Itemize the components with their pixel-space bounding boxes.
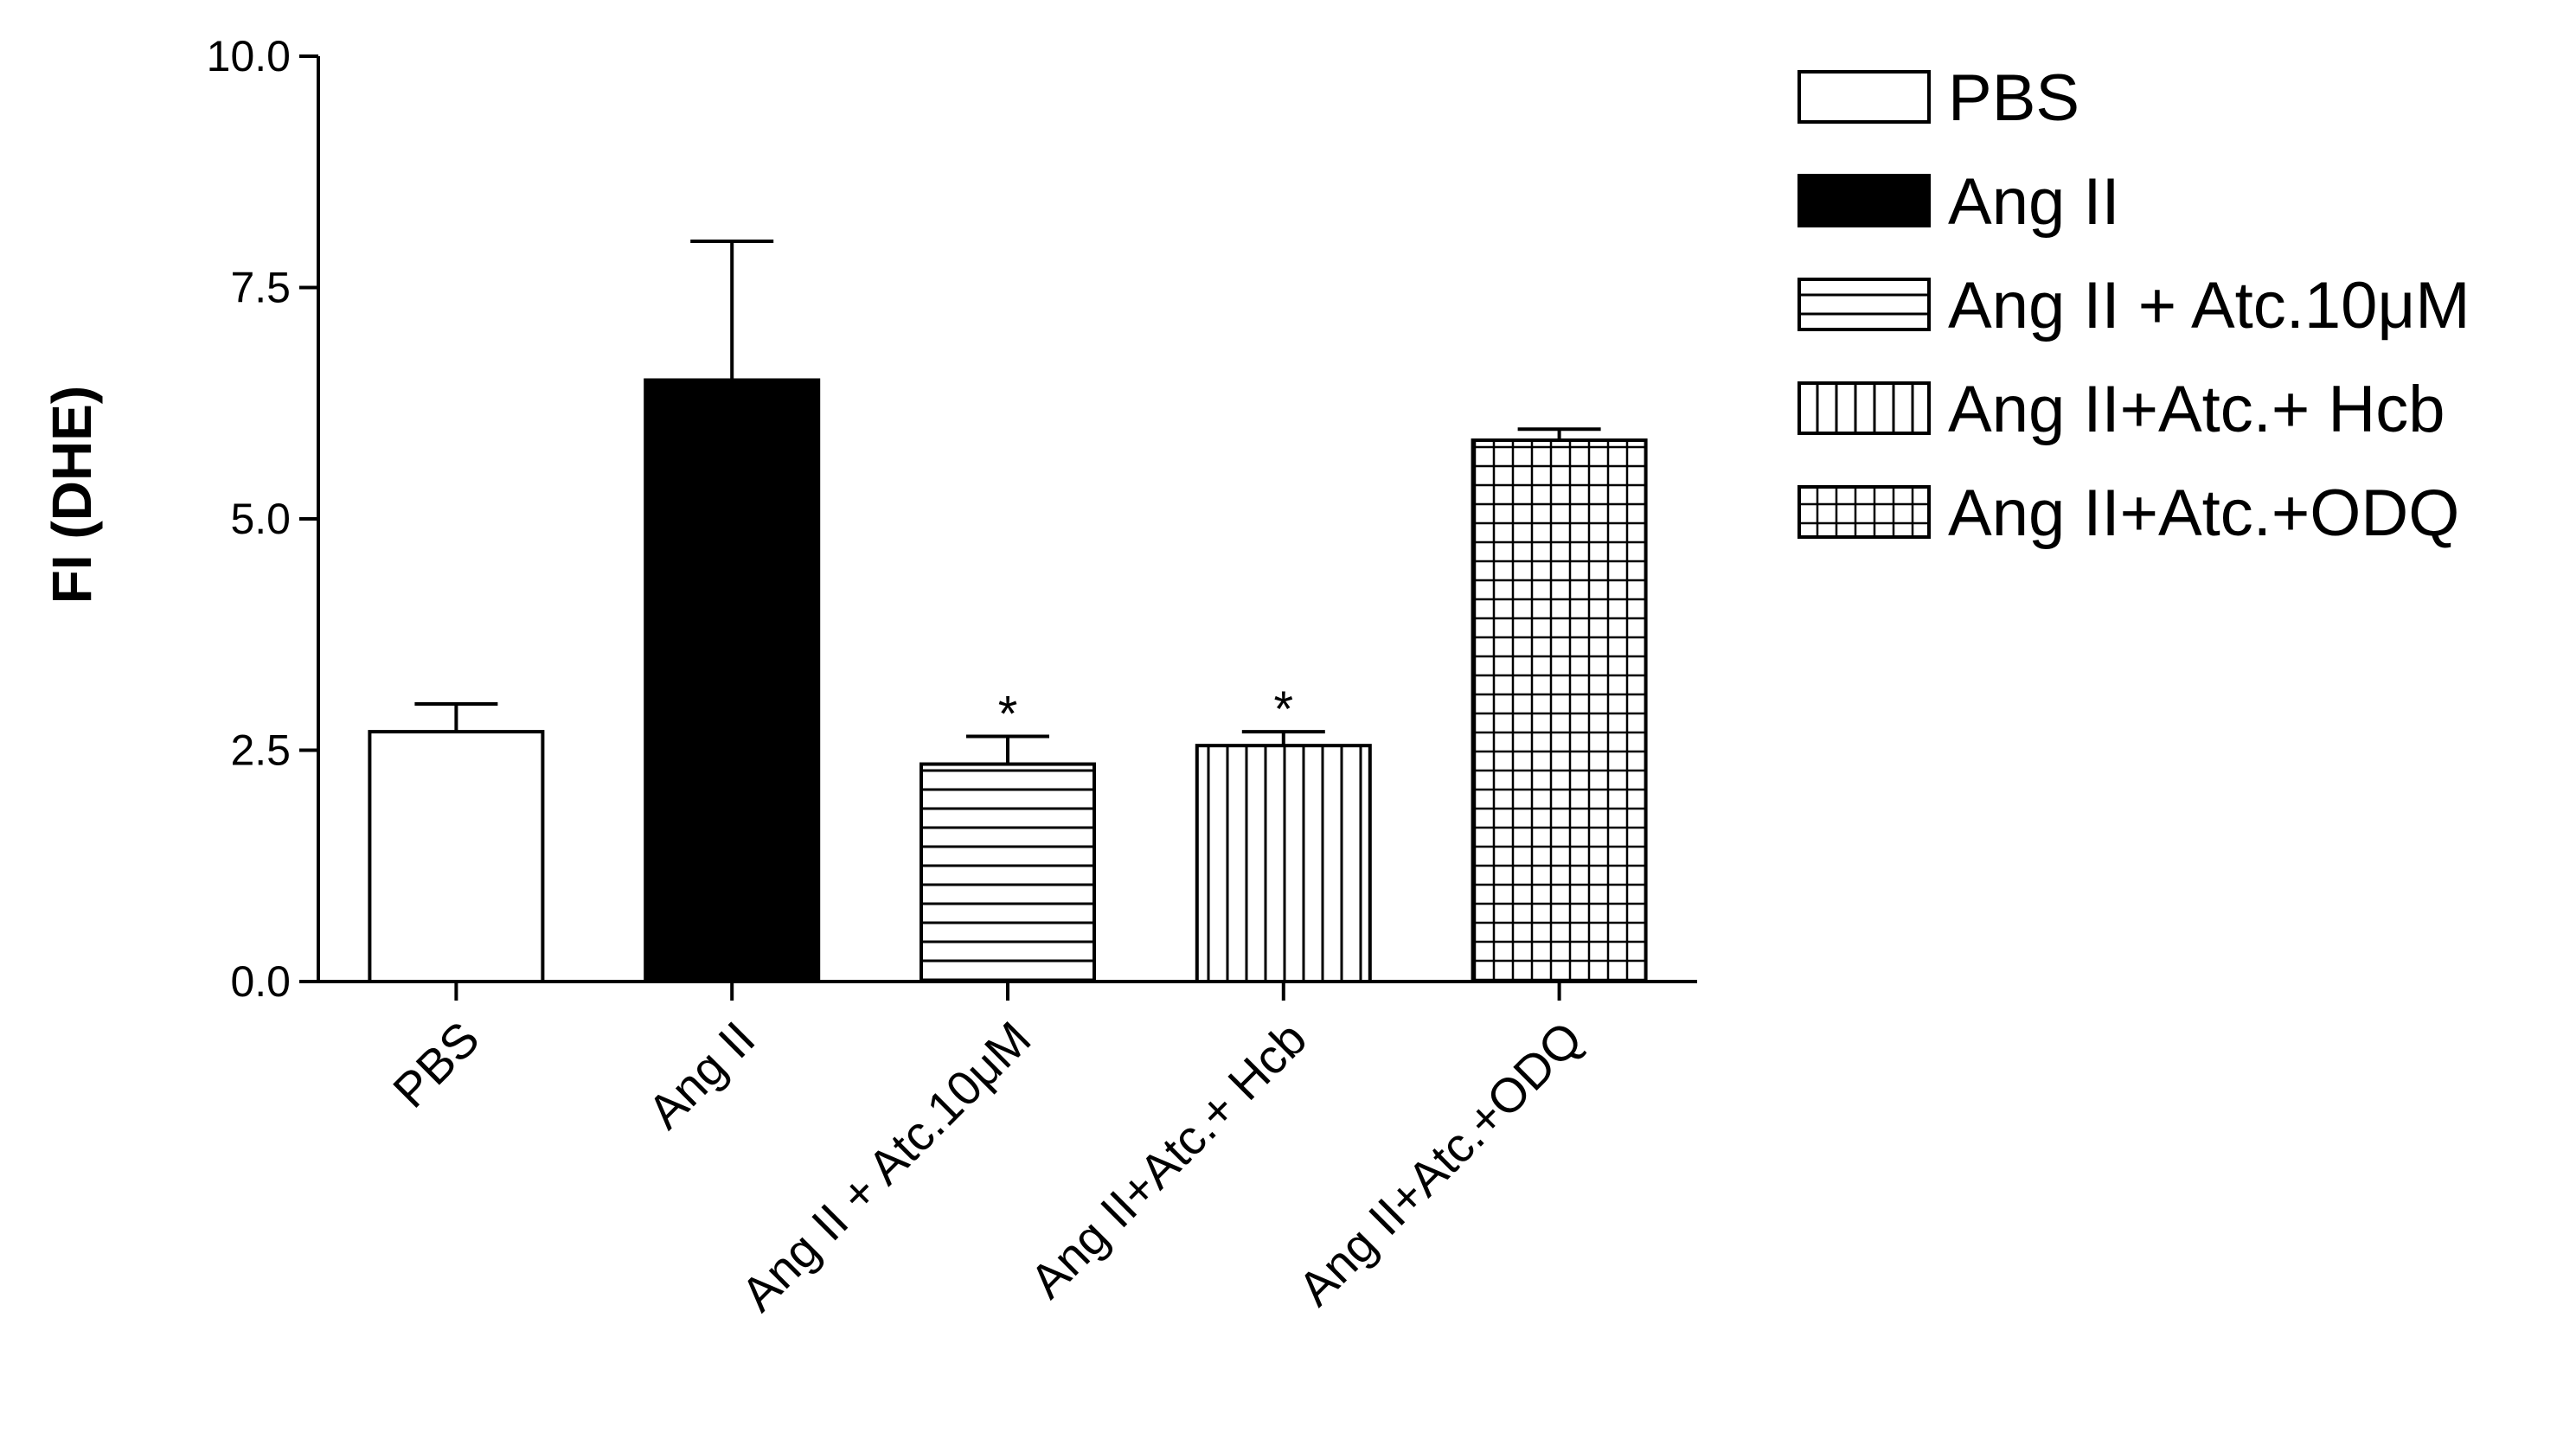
bar (1195, 744, 1372, 984)
legend-swatch (1797, 381, 1931, 435)
category-label: Ang II+Atc.+ODQ (1287, 1011, 1592, 1316)
legend-label: Ang II+Atc.+ODQ (1948, 477, 2459, 550)
y-tick-label: 7.5 (230, 264, 291, 312)
y-tick-label: 5.0 (230, 495, 291, 543)
bar (1471, 438, 1648, 983)
legend-label: Ang II+Atc.+ Hcb (1948, 373, 2445, 446)
significance-marker: * (1274, 681, 1294, 738)
bar (920, 762, 1096, 983)
y-tick-label: 10.0 (207, 32, 291, 80)
legend-swatch (1797, 278, 1931, 331)
significance-marker: * (998, 686, 1018, 742)
y-tick-label: 2.5 (230, 726, 291, 775)
legend-swatch (1797, 70, 1931, 124)
y-axis-label: FI (DHE) (41, 386, 103, 604)
category-label: Ang II+Atc.+ Hcb (1019, 1011, 1317, 1308)
legend-label: PBS (1948, 61, 2079, 135)
bar (644, 378, 821, 983)
y-tick-label: 0.0 (230, 957, 291, 1006)
legend-label: Ang II (1948, 165, 2120, 239)
legend-swatch (1797, 174, 1931, 227)
legend-label: Ang II + Atc.10μM (1948, 269, 2470, 342)
legend-swatch (1797, 485, 1931, 539)
category-label: Ang II + Atc.10μM (730, 1011, 1041, 1321)
category-label: PBS (382, 1011, 490, 1118)
legend: PBS Ang II Ang II + Atc.10μM Ang II+Atc.+ H… (1797, 61, 2470, 550)
plot-area: 0.0 2.5 5.0 7.5 10.0 PBS Ang II * Ang II + Atc.1… (207, 32, 1697, 1321)
bar (368, 730, 545, 983)
category-label: Ang II (638, 1011, 766, 1139)
